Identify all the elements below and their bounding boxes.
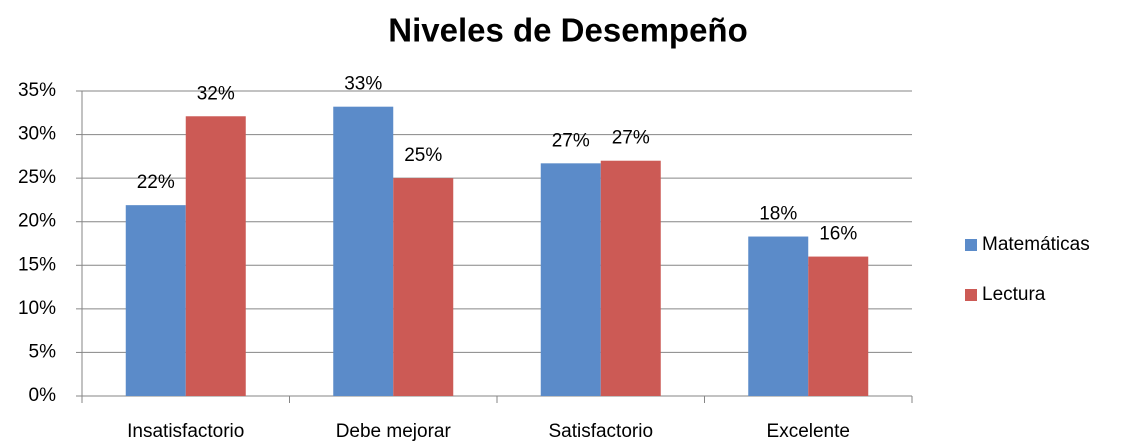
bar	[540, 163, 601, 396]
bar	[185, 116, 246, 397]
value-label: 22%	[137, 172, 175, 193]
y-tick-label: 15%	[18, 254, 56, 275]
value-label: 33%	[344, 74, 382, 95]
x-tick-label: Insatisfactorio	[127, 421, 244, 442]
y-tick-label: 5%	[29, 341, 57, 362]
bar	[808, 256, 869, 396]
y-tick-label: 10%	[18, 298, 56, 319]
y-tick-label: 20%	[18, 211, 56, 232]
x-tick-label: Excelente	[767, 421, 850, 442]
legend-label: Lectura	[982, 284, 1046, 305]
value-label: 32%	[197, 83, 235, 104]
bar	[600, 160, 661, 396]
y-tick-label: 35%	[18, 80, 56, 101]
value-label: 18%	[759, 204, 797, 225]
legend-swatch	[965, 289, 977, 301]
chart-title: Niveles de Desempeño	[388, 12, 748, 49]
y-tick-label: 30%	[18, 124, 56, 145]
y-tick-label: 25%	[18, 167, 56, 188]
y-tick-label: 0%	[29, 385, 57, 406]
bar	[125, 205, 186, 396]
x-tick-label: Debe mejorar	[336, 421, 452, 442]
value-label: 25%	[404, 145, 442, 166]
value-label: 16%	[819, 224, 857, 245]
legend-swatch	[965, 239, 977, 251]
value-label: 27%	[612, 128, 650, 149]
bar	[393, 178, 454, 396]
value-label: 27%	[552, 130, 590, 151]
bar	[333, 106, 394, 396]
bar	[748, 236, 809, 396]
legend-label: Matemáticas	[982, 234, 1090, 255]
x-tick-label: Satisfactorio	[548, 421, 653, 442]
